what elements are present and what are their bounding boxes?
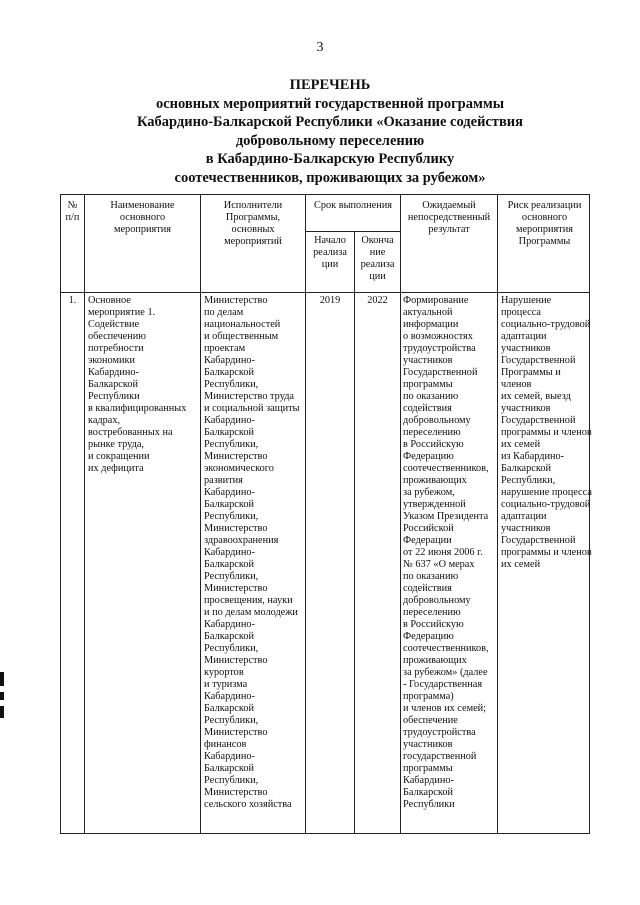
title-subtitle: основных мероприятий государственной про…: [136, 95, 524, 186]
header-end: Оконча ние реализа ции: [360, 235, 395, 282]
header-executors: Исполнители Программы, основных мероприя…: [223, 200, 283, 247]
header-result: Ожидаемый непосредственный результат: [407, 200, 491, 235]
header-term: Срок выполнения: [313, 200, 393, 211]
measures-table: № п/п Наименование основного мероприятия…: [60, 194, 592, 834]
row-num: 1.: [68, 295, 77, 306]
row-risk: Нарушение процесса социально-трудовой ад…: [501, 295, 592, 570]
header-risk: Риск реализации основного мероприятия Пр…: [507, 200, 582, 247]
header-num: № п/п: [65, 200, 80, 223]
header-name: Наименование основного мероприятия: [110, 200, 175, 235]
document-title: ПЕРЕЧЕНЬ основных мероприятий государств…: [60, 76, 600, 187]
header-start: Начало реализа ции: [313, 235, 347, 270]
margin-mark: [0, 706, 4, 718]
margin-mark: [0, 692, 4, 700]
title-heading: ПЕРЕЧЕНЬ: [289, 77, 371, 93]
row-result: Формирование актуальной информации о воз…: [403, 295, 489, 810]
row-start: 2019: [319, 295, 341, 306]
page-number: 3: [316, 40, 324, 55]
margin-mark: [0, 672, 4, 686]
row-executors: Министерство по делам национальностей и …: [204, 295, 300, 810]
row-name: Основное мероприятие 1. Содействие обесп…: [88, 295, 187, 474]
row-end: 2022: [367, 295, 388, 306]
